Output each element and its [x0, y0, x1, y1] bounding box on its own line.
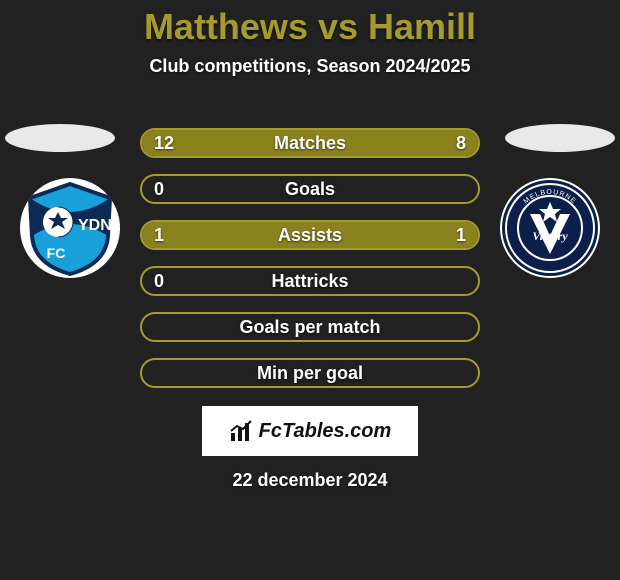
stat-label: Hattricks — [142, 268, 478, 294]
watermark: FcTables.com — [202, 406, 418, 456]
stat-value-right: 8 — [456, 130, 466, 156]
fctables-logo-icon — [229, 419, 253, 443]
stat-bar: 0 Hattricks — [140, 266, 480, 296]
stat-label: Assists — [142, 222, 478, 248]
stat-row-min-per-goal: Min per goal — [0, 350, 620, 396]
stat-label: Goals — [142, 176, 478, 202]
watermark-text: FcTables.com — [259, 420, 392, 443]
stat-bar: 0 Goals — [140, 174, 480, 204]
stat-label: Min per goal — [142, 360, 478, 386]
stat-row-matches: 12 Matches 8 — [0, 120, 620, 166]
stat-value-right: 1 — [456, 222, 466, 248]
stat-row-goals-per-match: Goals per match — [0, 304, 620, 350]
stat-bar: 12 Matches 8 — [140, 128, 480, 158]
stat-row-goals: 0 Goals — [0, 166, 620, 212]
subtitle: Club competitions, Season 2024/2025 — [0, 56, 620, 77]
stat-label: Matches — [142, 130, 478, 156]
stats-container: 12 Matches 8 0 Goals 1 Assists 1 0 Hattr… — [0, 120, 620, 491]
stat-bar: Goals per match — [140, 312, 480, 342]
stat-row-assists: 1 Assists 1 — [0, 212, 620, 258]
date: 22 december 2024 — [0, 470, 620, 491]
stat-bar: 1 Assists 1 — [140, 220, 480, 250]
stat-row-hattricks: 0 Hattricks — [0, 258, 620, 304]
stat-bar: Min per goal — [140, 358, 480, 388]
page-title: Matthews vs Hamill — [0, 0, 620, 48]
stat-label: Goals per match — [142, 314, 478, 340]
